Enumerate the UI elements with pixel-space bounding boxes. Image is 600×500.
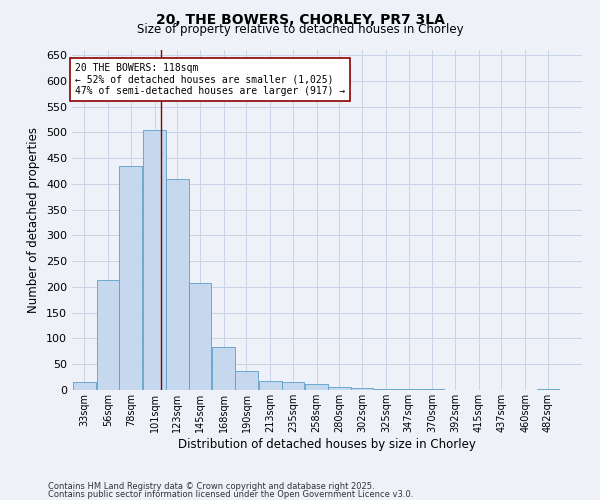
- Text: 20, THE BOWERS, CHORLEY, PR7 3LA: 20, THE BOWERS, CHORLEY, PR7 3LA: [155, 12, 445, 26]
- Text: Size of property relative to detached houses in Chorley: Size of property relative to detached ho…: [137, 22, 463, 36]
- Bar: [281, 382, 304, 390]
- Bar: [166, 179, 188, 390]
- Bar: [351, 388, 373, 390]
- Bar: [235, 371, 258, 390]
- Bar: [143, 130, 166, 390]
- Bar: [97, 280, 119, 390]
- Bar: [73, 382, 96, 390]
- Bar: [328, 388, 351, 390]
- X-axis label: Distribution of detached houses by size in Chorley: Distribution of detached houses by size …: [178, 438, 476, 450]
- Bar: [374, 389, 397, 390]
- Bar: [536, 389, 559, 390]
- Text: 20 THE BOWERS: 118sqm
← 52% of detached houses are smaller (1,025)
47% of semi-d: 20 THE BOWERS: 118sqm ← 52% of detached …: [75, 63, 346, 96]
- Bar: [305, 384, 328, 390]
- Text: Contains public sector information licensed under the Open Government Licence v3: Contains public sector information licen…: [48, 490, 413, 499]
- Bar: [259, 381, 281, 390]
- Bar: [212, 346, 235, 390]
- Text: Contains HM Land Registry data © Crown copyright and database right 2025.: Contains HM Land Registry data © Crown c…: [48, 482, 374, 491]
- Bar: [119, 166, 142, 390]
- Bar: [188, 284, 211, 390]
- Y-axis label: Number of detached properties: Number of detached properties: [28, 127, 40, 313]
